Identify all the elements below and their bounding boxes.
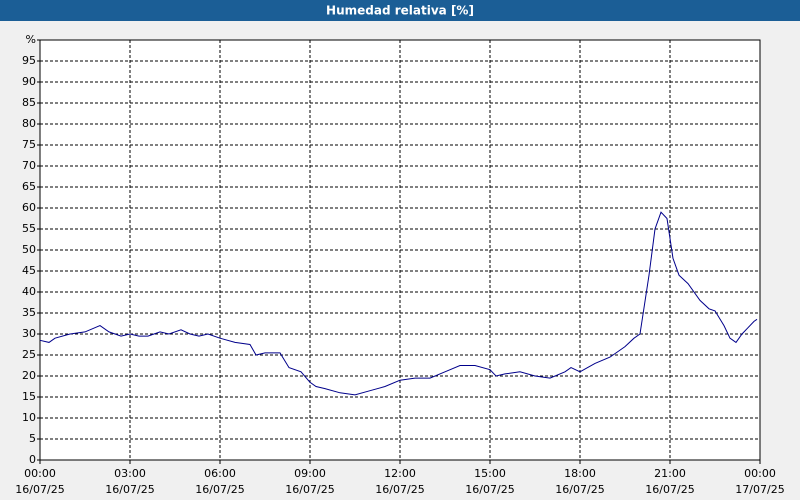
- x-tick-label: 15:00: [474, 467, 506, 480]
- y-tick-label: 95: [22, 54, 36, 67]
- y-tick-label: 10: [22, 411, 36, 424]
- x-tick-date: 16/07/25: [285, 483, 334, 496]
- x-tick-label: 12:00: [384, 467, 416, 480]
- y-tick-label: 15: [22, 390, 36, 403]
- y-tick-label: 55: [22, 222, 36, 235]
- x-tick-date: 16/07/25: [555, 483, 604, 496]
- x-tick-label: 06:00: [204, 467, 236, 480]
- plot-border: [39, 39, 761, 461]
- x-tick-date: 16/07/25: [465, 483, 514, 496]
- y-tick-label: 75: [22, 138, 36, 151]
- chart-title: Humedad relativa [%]: [326, 4, 474, 18]
- y-tick-label: 40: [22, 285, 36, 298]
- y-tick-label: 30: [22, 327, 36, 340]
- y-tick-label: 50: [22, 243, 36, 256]
- y-tick-label: 25: [22, 348, 36, 361]
- x-tick-label: 00:00: [744, 467, 776, 480]
- y-tick-label: 20: [22, 369, 36, 382]
- y-tick-label: 65: [22, 180, 36, 193]
- y-tick-label: 5: [29, 432, 36, 445]
- y-tick-label: 70: [22, 159, 36, 172]
- x-tick-label: 21:00: [654, 467, 686, 480]
- x-tick-date: 16/07/25: [645, 483, 694, 496]
- x-tick-date: 17/07/25: [735, 483, 784, 496]
- x-tick-date: 16/07/25: [15, 483, 64, 496]
- title-bar: [0, 0, 800, 21]
- x-tick-label: 09:00: [294, 467, 326, 480]
- x-tick-label: 03:00: [114, 467, 146, 480]
- y-tick-label: 0: [29, 453, 36, 466]
- y-tick-label: 90: [22, 75, 36, 88]
- x-tick-date: 16/07/25: [195, 483, 244, 496]
- y-tick-label: 60: [22, 201, 36, 214]
- y-tick-label: 85: [22, 96, 36, 109]
- x-tick-date: 16/07/25: [375, 483, 424, 496]
- y-tick-label: 45: [22, 264, 36, 277]
- y-tick-label: 35: [22, 306, 36, 319]
- x-tick-label: 00:00: [24, 467, 56, 480]
- y-tick-label: %: [26, 33, 36, 46]
- data-line: [39, 211, 758, 396]
- x-tick-label: 18:00: [564, 467, 596, 480]
- y-tick-label: 80: [22, 117, 36, 130]
- x-tick-date: 16/07/25: [105, 483, 154, 496]
